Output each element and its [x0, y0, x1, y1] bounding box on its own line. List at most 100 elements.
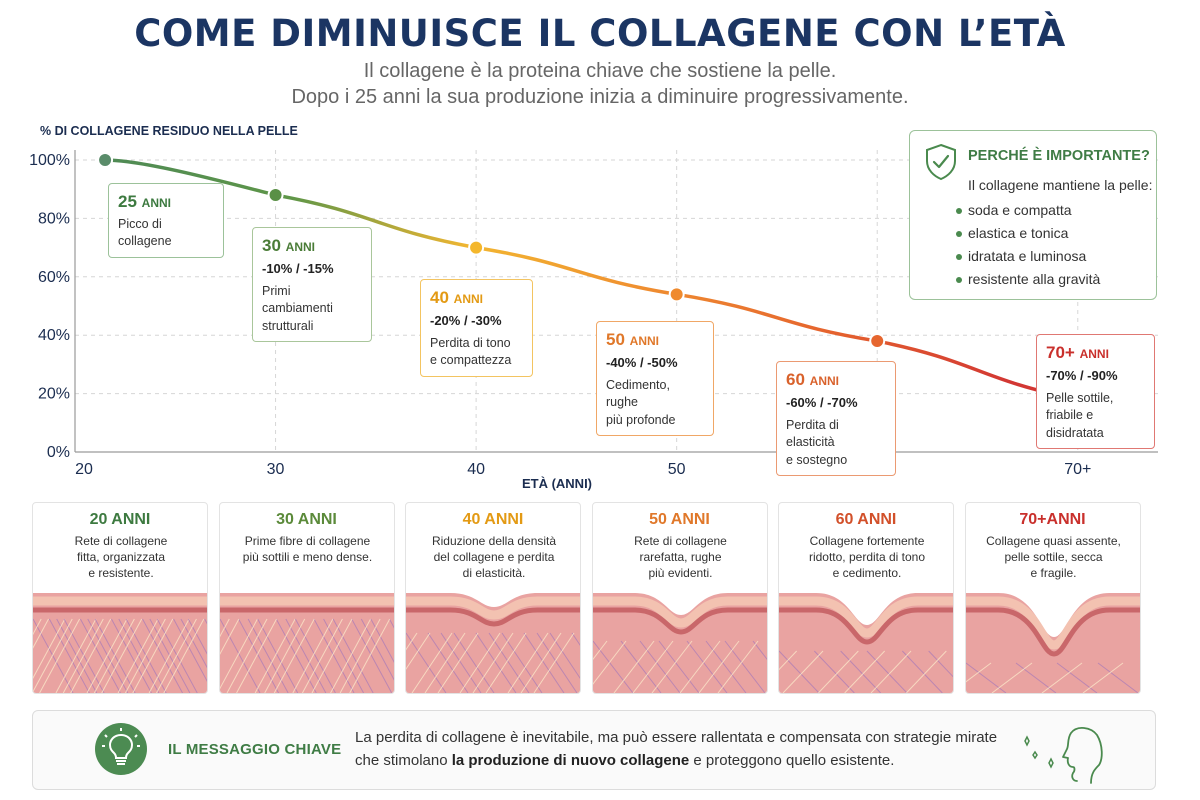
- importance-list: soda e compatta elastica e tonica idrata…: [956, 199, 1100, 291]
- list-item: resistente alla gravità: [956, 268, 1100, 291]
- lightbulb-icon: [95, 723, 147, 775]
- list-item: elastica e tonica: [956, 222, 1100, 245]
- x-tick-label: 20: [75, 461, 93, 478]
- importance-box: PERCHÉ È IMPORTANTE? Il collagene mantie…: [909, 130, 1157, 300]
- y-tick-label: 100%: [29, 152, 70, 169]
- panel-description: Rete di collagene rarefatta, rughe più evi…: [599, 533, 763, 582]
- panel-title: 70+ANNI: [1019, 511, 1086, 528]
- key-message-line-1: La perdita di collagene è inevitabile, m…: [355, 729, 998, 746]
- chart-points: [97, 152, 1086, 408]
- skin-panel: 20 ANNI Rete di collagene fitta, organizza…: [32, 502, 208, 694]
- panel-description-line: più evidenti.: [648, 566, 713, 581]
- y-tick-label: 40%: [38, 327, 70, 344]
- skin-cross-section-illustration: [33, 593, 207, 693]
- page-title: COME DIMINUISCE IL COLLAGENE CON L’ETÀ: [134, 12, 1066, 55]
- skin-cross-section-illustration: [965, 593, 1140, 693]
- panel-description-line: Collagene fortemente: [809, 534, 925, 548]
- annotation-age: 60: [786, 370, 805, 389]
- annotation-percent: -70% / -90%: [1046, 367, 1118, 383]
- skin-cross-section-illustration: [592, 593, 767, 693]
- annotation-50: 50 ANNI -40% / -50% Cedimento, rughe più…: [596, 321, 714, 437]
- annotation-unit: ANNI: [629, 334, 659, 348]
- annotation-25: 25 ANNI Picco di collagene: [108, 183, 224, 258]
- y-axis-label: % DI COLLAGENE RESIDUO NELLA PELLE: [40, 124, 298, 138]
- skin-panel: 70+ANNI Collagene quasi assente, pelle sot…: [964, 502, 1141, 694]
- panel-description-line: ridotto, perdita di tono: [808, 550, 926, 565]
- key-message-highlight: la produzione di nuovo collagene: [451, 751, 690, 769]
- data-point: [97, 152, 114, 168]
- annotation-desc-line-2: friabile e disidratata: [1046, 408, 1104, 440]
- annotation-70: 70+ ANNI -70% / -90% Pelle sottile, fria…: [1036, 334, 1155, 450]
- subtitle-line-1: Il collagene è la proteina chiave che so…: [363, 60, 837, 82]
- subtitle-line-2: Dopo i 25 anni la sua produzione inizia …: [291, 86, 909, 108]
- chart-axes: [74, 150, 1158, 453]
- annotation-percent: -10% / -15%: [262, 260, 334, 276]
- panel-description-line: pelle sottile, secca: [1004, 550, 1103, 565]
- panel-description-line: e fragile.: [1030, 566, 1077, 581]
- annotation-percent: -60% / -70%: [786, 394, 858, 410]
- annotation-desc-line-1: Pelle sottile,: [1046, 390, 1114, 405]
- data-point: [668, 286, 685, 303]
- skin-panel: 40 ANNI Riduzione della densità del collag…: [405, 502, 581, 694]
- collagen-series-line: [103, 158, 1080, 402]
- panel-description-line: e resistente.: [88, 566, 154, 581]
- face-profile-icon: [1024, 727, 1103, 784]
- annotation-unit: ANNI: [285, 240, 315, 254]
- panel-description: Collagene fortemente ridotto, perdita di …: [785, 533, 949, 582]
- skin-panel: 30 ANNI Prime fibre di collagene più sotti…: [218, 502, 395, 694]
- annotation-unit: ANNI: [453, 292, 483, 306]
- annotation-desc-line-2: e sostegno: [786, 452, 848, 467]
- annotation-percent: -40% / -50%: [606, 354, 678, 370]
- y-tick-label: 60%: [38, 269, 70, 286]
- panel-description-line: Riduzione della densità: [431, 534, 557, 548]
- panel-description-line: Rete di collagene: [74, 534, 168, 548]
- x-tick-label: 30: [267, 461, 285, 478]
- panel-description: Rete di collagene fitta, organizzata e res…: [39, 533, 203, 582]
- x-tick-label: 40: [467, 461, 485, 478]
- skin-cross-section-illustration: [219, 593, 394, 693]
- annotation-unit: ANNI: [809, 374, 839, 388]
- annotation-desc-line-2: più profonde: [606, 412, 676, 427]
- skin-cross-section-illustration: [406, 593, 580, 693]
- shield-check-icon: [926, 143, 956, 181]
- importance-intro: Il collagene mantiene la pelle:: [968, 177, 1153, 193]
- skin-panel: 50 ANNI Rete di collagene rarefatta, rughe…: [591, 502, 768, 694]
- list-item: soda e compatta: [956, 199, 1100, 222]
- annotation-age: 25: [118, 192, 137, 211]
- annotation-age: 50: [606, 330, 625, 349]
- data-point: [869, 333, 886, 350]
- key-message-line-2-pre: che stimolano: [355, 751, 452, 769]
- annotation-desc-line-1: Perdita di elasticità: [786, 417, 839, 450]
- annotation-60: 60 ANNI -60% / -70% Perdita di elasticit…: [776, 361, 896, 477]
- skin-cross-section-illustration: [779, 593, 953, 693]
- annotation-40: 40 ANNI -20% / -30% Perdita di tono e co…: [420, 279, 533, 377]
- annotation-desc: Picco di collagene: [118, 216, 172, 249]
- annotation-desc-line-1: Primi cambiamenti: [262, 283, 333, 316]
- annotation-desc-line-1: Perdita di tono: [430, 335, 511, 350]
- y-tick-label: 80%: [38, 210, 70, 227]
- panel-title: 50 ANNI: [649, 511, 710, 528]
- y-tick-label: 20%: [38, 386, 70, 403]
- annotation-desc-line-1: Cedimento, rughe: [606, 377, 670, 410]
- panel-description: Riduzione della densità del collagene e p…: [412, 533, 576, 582]
- skin-panels: 20 ANNI Rete di collagene fitta, organizza…: [32, 502, 1156, 694]
- annotation-percent: -20% / -30%: [430, 312, 502, 328]
- panel-description-line: e cedimento.: [832, 566, 902, 581]
- annotation-age: 30: [262, 236, 281, 255]
- panel-description-line: fitta, organizzata: [76, 550, 166, 565]
- data-point: [267, 187, 284, 204]
- annotation-desc-line-2: strutturali: [262, 318, 314, 333]
- panel-description-line: rarefatta, rughe: [639, 550, 722, 565]
- key-message-line-2-post: e proteggono quello esistente.: [689, 751, 895, 769]
- x-tick-label: 50: [668, 461, 686, 478]
- annotation-age: 40: [430, 288, 449, 307]
- annotation-unit: ANNI: [141, 196, 171, 210]
- panel-description: Collagene quasi assente, pelle sottile, s…: [972, 533, 1136, 582]
- panel-description-line: Prime fibre di collagene: [244, 534, 371, 548]
- annotation-30: 30 ANNI -10% / -15% Primi cambiamenti st…: [252, 227, 372, 343]
- x-tick-label: 70+: [1064, 461, 1091, 478]
- panel-title: 60 ANNI: [835, 511, 897, 528]
- key-message-title: IL MESSAGGIO CHIAVE: [168, 741, 342, 758]
- annotation-age: 70+: [1046, 343, 1075, 362]
- panel-description-line: Collagene quasi assente,: [986, 534, 1121, 548]
